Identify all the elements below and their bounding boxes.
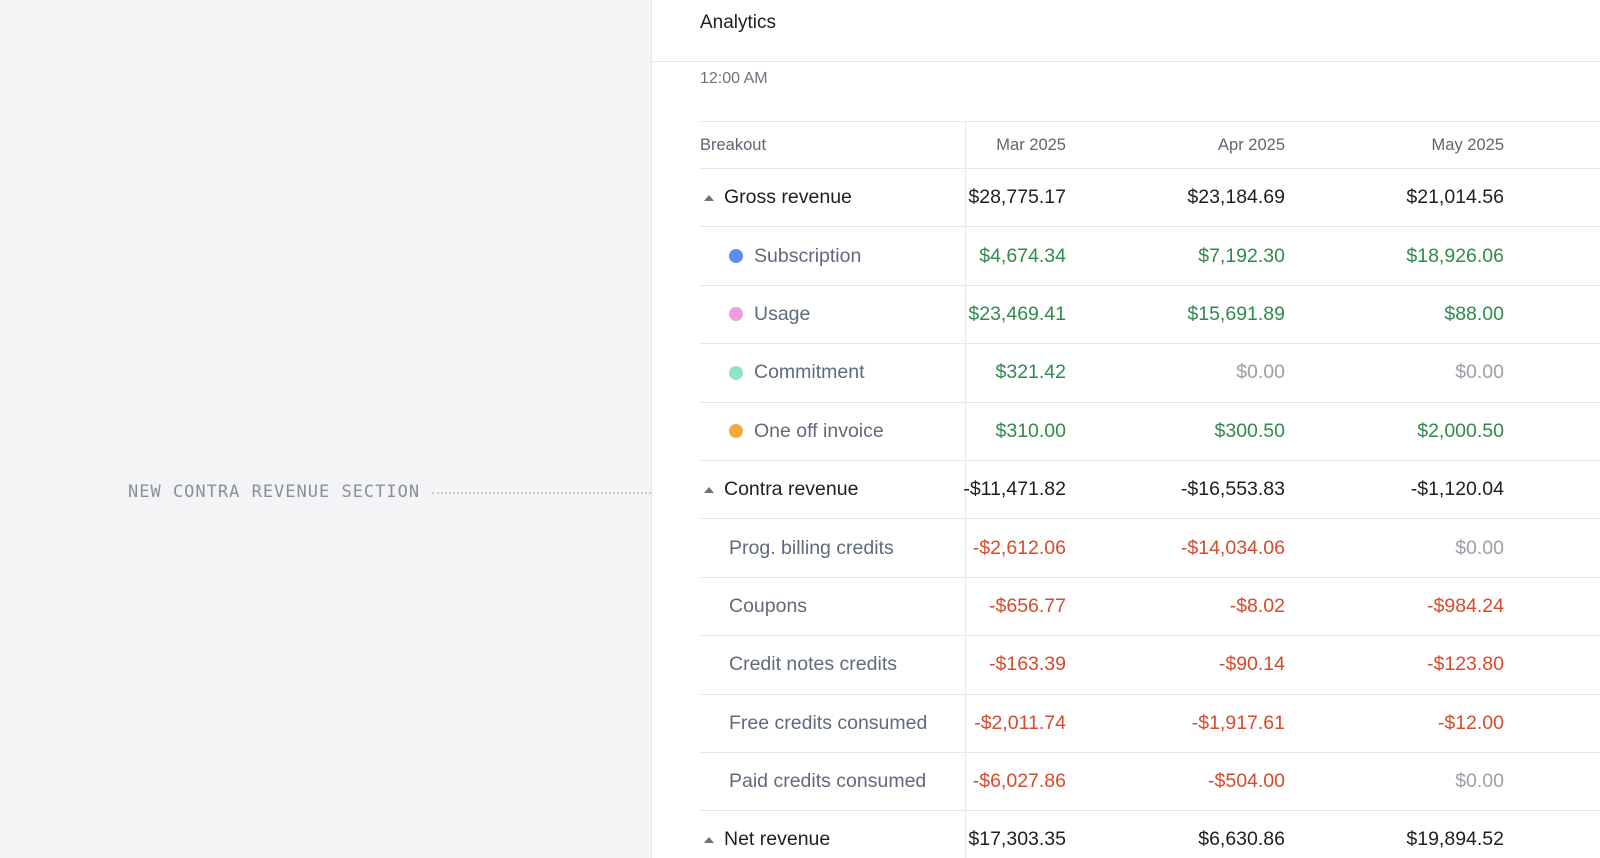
value-cell: $321.42 [995,361,1067,384]
value-cell: $310.00 [995,419,1067,442]
legend-dot-icon [729,249,743,264]
value-cell: -$2,612.06 [972,536,1066,559]
value-cell: -$656.77 [989,594,1066,617]
value-cell: -$2,011.74 [974,711,1066,734]
row-commitment[interactable]: Commitment $321.42 $0.00 $0.00 [700,344,1600,403]
row-usage[interactable]: Usage $23,469.41 $15,691.89 $88.00 [700,285,1600,345]
value-cell: -$14,034.06 [1180,536,1285,559]
value-cell: -$1,917.61 [1191,711,1285,734]
value-cell: -$12.00 [1437,711,1504,734]
annotation-label: NEW CONTRA REVENUE SECTION [128,482,421,502]
value-cell: $88.00 [1444,302,1504,325]
revenue-table: Breakout Mar 2025 Apr 2025 May 2025 Gros… [700,121,1600,858]
value-cell: -$6,027.86 [972,770,1066,793]
row-label: One off invoice [754,419,884,442]
collapse-caret-icon[interactable] [704,194,714,201]
row-label-cell: Gross revenue [700,169,966,227]
value-cell: $300.50 [1214,419,1286,442]
value-cell: $6,630.86 [1198,828,1285,851]
value-cell: $23,469.41 [968,302,1066,325]
value-cell: $28,775.17 [968,186,1066,209]
value-cell: -$984.24 [1427,594,1504,617]
row-label: Coupons [700,577,966,636]
row-label-cell: One off invoice [700,402,966,460]
header-col-may[interactable]: May 2025 [1431,135,1504,154]
analytics-panel: Analytics 12:00 AM Breakout Mar 2025 Apr… [651,0,1600,858]
value-cell: -$16,553.83 [1180,478,1285,501]
value-cell: -$1,120.04 [1410,478,1504,501]
row-label: Gross revenue [724,186,852,209]
value-cell: $18,926.06 [1406,244,1504,267]
value-cell: $17,303.35 [968,828,1066,851]
row-label-cell: Net revenue [700,811,966,858]
value-cell: -$8.02 [1229,594,1285,617]
value-cell: $23,184.69 [1187,186,1285,209]
row-label: Subscription [754,244,862,267]
value-cell: -$163.39 [989,653,1066,676]
row-label: Prog. billing credits [700,519,966,577]
value-cell: $0.00 [1455,361,1504,384]
value-cell: $19,894.52 [1406,828,1504,851]
value-cell: $0.00 [1455,770,1504,793]
value-cell: $21,014.56 [1406,186,1504,209]
row-label: Commitment [754,361,865,384]
legend-dot-icon [729,424,743,439]
row-coupons[interactable]: Coupons -$656.77 -$8.02 -$984.24 [700,577,1600,637]
row-label: Net revenue [724,828,831,851]
row-label-cell: Commitment [700,344,966,402]
row-label-cell: Usage [700,285,966,344]
time-label: 12:00 AM [700,70,768,87]
row-label: Contra revenue [724,478,859,501]
row-label: Credit notes credits [700,636,966,694]
legend-dot-icon [729,307,743,322]
annotation-connector [432,492,691,494]
table-header-row: Breakout Mar 2025 Apr 2025 May 2025 [700,122,1600,169]
row-net-revenue[interactable]: Net revenue $17,303.35 $6,630.86 $19,894… [700,811,1600,858]
value-cell: -$11,471.82 [963,478,1066,501]
value-cell: $4,674.34 [979,244,1066,267]
header-breakout: Breakout [700,122,966,168]
row-contra-revenue[interactable]: Contra revenue -$11,471.82 -$16,553.83 -… [700,460,1600,520]
value-cell: $15,691.89 [1187,302,1285,325]
row-label: Paid credits consumed [700,752,966,811]
legend-dot-icon [729,365,743,380]
row-one-off-invoice[interactable]: One off invoice $310.00 $300.50 $2,000.5… [700,402,1600,461]
page-title: Analytics [700,12,777,33]
panel-header: Analytics [652,0,1600,62]
value-cell: -$123.80 [1427,653,1504,676]
collapse-caret-icon[interactable] [704,486,714,493]
row-gross-revenue[interactable]: Gross revenue $28,775.17 $23,184.69 $21,… [700,169,1600,228]
row-label-cell: Subscription [700,227,966,285]
row-label: Free credits consumed [700,694,966,752]
value-cell: $0.00 [1455,536,1504,559]
value-cell: $2,000.50 [1417,419,1504,442]
row-free-credits-consumed[interactable]: Free credits consumed -$2,011.74 -$1,917… [700,694,1600,753]
row-label-cell: Contra revenue [700,460,966,519]
annotation: NEW CONTRA REVENUE SECTION [128,482,420,502]
value-cell: $0.00 [1236,361,1285,384]
header-col-mar[interactable]: Mar 2025 [996,135,1066,154]
row-credit-notes-credits[interactable]: Credit notes credits -$163.39 -$90.14 -$… [700,636,1600,695]
row-paid-credits-consumed[interactable]: Paid credits consumed -$6,027.86 -$504.0… [700,752,1600,812]
collapse-caret-icon[interactable] [704,836,714,843]
row-prog-billing-credits[interactable]: Prog. billing credits -$2,612.06 -$14,03… [700,519,1600,578]
value-cell: $7,192.30 [1198,244,1285,267]
value-cell: -$504.00 [1208,770,1285,793]
row-subscription[interactable]: Subscription $4,674.34 $7,192.30 $18,926… [700,227,1600,286]
value-cell: -$90.14 [1218,653,1285,676]
row-label: Usage [754,302,811,325]
header-col-apr[interactable]: Apr 2025 [1218,135,1285,154]
